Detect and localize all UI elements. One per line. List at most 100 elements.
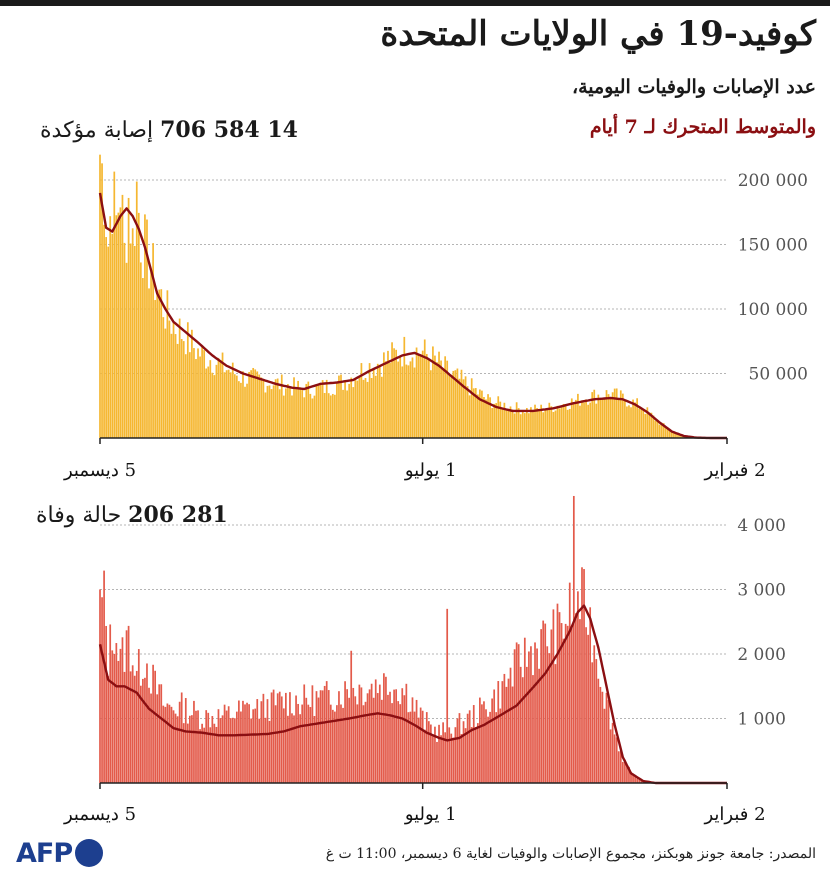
bar xyxy=(581,567,583,783)
bar xyxy=(660,422,663,438)
bar xyxy=(229,718,232,783)
bar xyxy=(152,664,154,783)
bar xyxy=(619,390,622,438)
bar xyxy=(129,671,132,783)
bar xyxy=(464,376,467,438)
bar xyxy=(356,704,359,783)
bar xyxy=(626,765,628,783)
bar xyxy=(374,375,377,438)
bar xyxy=(262,379,265,438)
bar xyxy=(193,700,195,783)
bar xyxy=(407,712,410,783)
bar xyxy=(282,395,285,438)
bar xyxy=(532,675,534,783)
deaths-chart: 1 000 2 000 3 000 4 000 5 ديسمبر 1 يوليو 2 فبر… xyxy=(63,495,786,825)
bar xyxy=(523,413,526,438)
bar xyxy=(331,393,334,438)
bar xyxy=(434,726,436,783)
bar xyxy=(158,684,161,783)
bar xyxy=(186,723,189,783)
bar xyxy=(601,691,604,783)
bar xyxy=(548,653,551,783)
bar xyxy=(472,705,475,783)
bar xyxy=(558,408,561,438)
bar xyxy=(462,379,465,438)
bar xyxy=(538,668,540,783)
bar xyxy=(470,727,473,783)
bar xyxy=(111,233,114,438)
bar xyxy=(654,420,657,438)
bar xyxy=(346,689,348,783)
bar xyxy=(139,262,142,438)
bar xyxy=(327,690,330,783)
bar xyxy=(274,379,277,438)
bar xyxy=(268,720,271,783)
bar xyxy=(536,648,538,783)
bar xyxy=(105,625,107,783)
bar xyxy=(391,342,393,438)
bar xyxy=(221,352,224,438)
bar xyxy=(131,665,134,783)
bar xyxy=(460,734,463,783)
bar xyxy=(315,691,318,783)
bar xyxy=(403,336,406,438)
bar xyxy=(160,289,163,438)
bar xyxy=(178,701,181,783)
bar xyxy=(542,412,545,438)
x-tick-label: 2 فبراير xyxy=(703,460,765,481)
bar xyxy=(152,243,154,438)
bar xyxy=(107,246,110,438)
bar xyxy=(368,689,371,783)
bar xyxy=(242,700,244,783)
bar xyxy=(646,407,649,438)
bar xyxy=(517,644,520,783)
bar xyxy=(619,751,622,783)
bar xyxy=(240,711,242,783)
deaths-total-value: 281 206 xyxy=(128,502,228,528)
y-tick-label: 100 000 xyxy=(738,300,808,320)
bar xyxy=(166,703,169,783)
bar xyxy=(305,697,308,783)
bar xyxy=(219,360,222,438)
bar xyxy=(299,387,302,438)
bar xyxy=(131,228,134,438)
bar xyxy=(558,612,561,783)
bar xyxy=(123,671,126,783)
bar xyxy=(489,397,491,438)
bar xyxy=(593,389,596,438)
bar xyxy=(180,692,183,783)
bar xyxy=(297,380,299,438)
bar xyxy=(193,348,195,438)
bar xyxy=(666,429,669,438)
bar xyxy=(530,407,532,438)
bar xyxy=(256,699,259,783)
bar xyxy=(423,729,426,783)
bar xyxy=(225,710,228,783)
bar xyxy=(160,684,163,783)
bar xyxy=(225,370,228,438)
bar xyxy=(501,409,504,438)
bar xyxy=(119,648,122,783)
bar xyxy=(162,317,165,438)
bar xyxy=(340,374,342,438)
bar xyxy=(109,216,112,438)
bar xyxy=(675,433,677,438)
bar xyxy=(534,404,536,438)
bar xyxy=(499,708,502,783)
bar xyxy=(203,727,206,783)
bar xyxy=(103,570,105,783)
bar xyxy=(585,627,587,783)
bar xyxy=(113,171,116,438)
bar xyxy=(327,393,330,438)
bar xyxy=(252,367,255,438)
bar xyxy=(362,705,365,783)
bar xyxy=(319,690,322,783)
bar xyxy=(613,734,616,783)
bar xyxy=(421,710,424,783)
bar xyxy=(652,415,655,438)
bar xyxy=(572,495,575,783)
bar xyxy=(454,727,457,783)
bar xyxy=(385,676,387,783)
bar xyxy=(397,361,400,438)
bar xyxy=(542,620,545,783)
